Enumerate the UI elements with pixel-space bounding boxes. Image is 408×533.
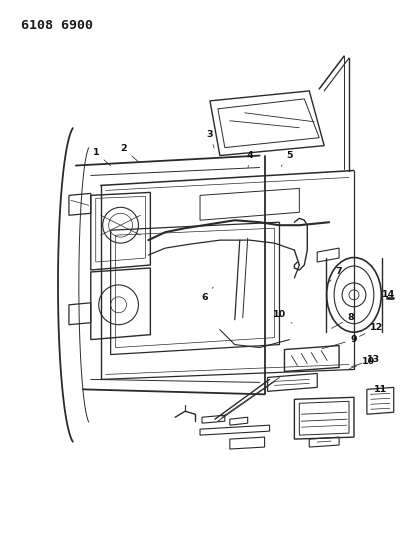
Text: 12: 12 — [359, 323, 384, 336]
Text: 5: 5 — [281, 151, 293, 166]
Text: 6: 6 — [202, 287, 213, 302]
Text: 1: 1 — [93, 148, 111, 166]
Text: 8: 8 — [332, 313, 355, 328]
Text: 6108 6900: 6108 6900 — [21, 19, 93, 33]
Text: 2: 2 — [120, 144, 138, 161]
Text: 14: 14 — [382, 290, 395, 300]
Text: 4: 4 — [246, 151, 253, 168]
Text: 10: 10 — [273, 310, 292, 323]
Text: 9: 9 — [322, 335, 357, 349]
Text: 11: 11 — [371, 385, 388, 394]
Text: 7: 7 — [329, 268, 342, 282]
Text: 10: 10 — [350, 357, 375, 368]
Text: 3: 3 — [207, 130, 214, 148]
Text: 13: 13 — [352, 355, 380, 367]
